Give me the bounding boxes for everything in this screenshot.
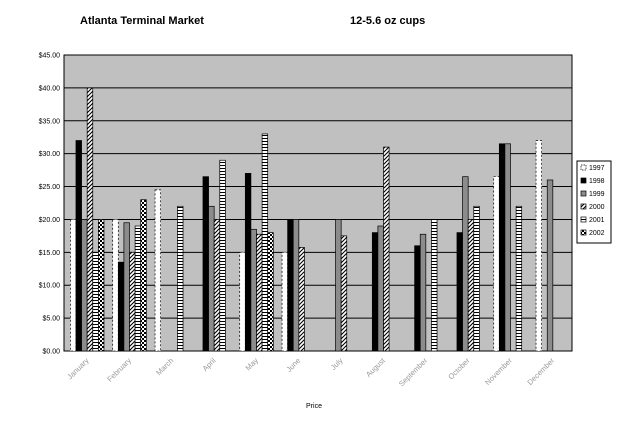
y-tick-label: $30.00 <box>39 151 61 158</box>
x-tick-label: April <box>201 356 218 373</box>
legend-box <box>576 160 612 244</box>
legend: 1997 1998 1999 2000 2001 2002 <box>576 160 612 244</box>
bar <box>92 251 99 352</box>
bar <box>244 173 252 352</box>
bar <box>377 225 384 352</box>
bar <box>287 219 294 352</box>
legend-label: 2001 <box>589 217 605 224</box>
bar <box>546 179 554 352</box>
legend-label: 2002 <box>589 230 605 237</box>
y-tick-label: $15.00 <box>39 250 61 257</box>
legend-label: 1998 <box>589 178 605 185</box>
bar <box>86 87 94 352</box>
y-tick-label: $20.00 <box>39 217 61 224</box>
legend-label: 1997 <box>589 165 605 172</box>
x-tick-label: July <box>329 356 345 372</box>
legend-swatch <box>580 203 587 210</box>
bar <box>98 219 105 352</box>
y-tick-label: $45.00 <box>39 53 61 60</box>
bar <box>219 159 226 352</box>
legend-swatch <box>580 164 587 171</box>
legend-swatch <box>580 190 587 197</box>
x-tick-label: March <box>154 356 175 377</box>
y-tick-label: $35.00 <box>39 118 61 125</box>
bar <box>473 205 480 352</box>
y-tick-label: $0.00 <box>42 349 60 356</box>
bar <box>414 245 421 352</box>
y-tick-label: $10.00 <box>39 283 61 290</box>
bar <box>493 176 500 352</box>
bar <box>154 189 161 352</box>
x-tick-label: October <box>446 356 472 382</box>
bar <box>504 143 511 352</box>
bar <box>419 233 427 352</box>
legend-label: 1999 <box>589 191 605 198</box>
bar <box>535 140 542 352</box>
bar <box>117 261 125 352</box>
bar <box>75 140 82 352</box>
bar <box>81 219 88 352</box>
bar <box>202 176 209 352</box>
legend-label: 2000 <box>589 204 605 211</box>
x-axis-ticks: January February March April May June July Augu… <box>65 355 556 388</box>
bar <box>462 176 469 352</box>
bar <box>208 205 215 352</box>
bar <box>129 251 136 352</box>
bar <box>177 205 184 352</box>
bar <box>281 251 288 352</box>
bar <box>498 143 506 352</box>
bars <box>70 87 554 352</box>
bar <box>70 219 77 352</box>
legend-swatch <box>580 216 587 223</box>
y-axis-ticks: $0.00 $5.00 $10.00 $15.00 $20.00 $25.00 $30.00… <box>39 53 61 356</box>
chart-subtitle: 12-5.6 oz cups <box>350 15 425 27</box>
x-tick-label: December <box>525 356 556 387</box>
bar <box>292 219 300 352</box>
bar <box>467 219 475 352</box>
bar <box>112 219 119 352</box>
y-tick-label: $40.00 <box>39 85 61 92</box>
x-tick-label: June <box>284 356 302 374</box>
bar <box>250 228 257 352</box>
legend-swatch <box>580 229 587 236</box>
x-tick-label: August <box>364 355 388 379</box>
bar <box>335 219 342 352</box>
bar <box>256 233 263 352</box>
bar <box>383 146 390 352</box>
x-tick-label: September <box>397 356 430 389</box>
x-tick-label: January <box>65 356 90 381</box>
x-tick-label: November <box>483 356 514 387</box>
x-tick-label: May <box>244 356 261 373</box>
bar <box>213 219 221 352</box>
gridlines <box>64 87 572 319</box>
bar <box>431 219 438 352</box>
plot-area <box>63 54 573 352</box>
bar <box>261 133 269 352</box>
bar <box>340 235 348 352</box>
bar <box>140 199 147 352</box>
y-tick-label: $25.00 <box>39 184 61 191</box>
bar <box>239 251 246 352</box>
legend-swatch <box>580 177 587 184</box>
bar <box>371 232 379 352</box>
bar <box>267 232 274 352</box>
x-axis-title: Price <box>306 403 322 410</box>
x-tick-label: February <box>105 356 133 384</box>
bar <box>298 247 305 352</box>
bar <box>134 225 142 352</box>
chart-title: Atlanta Terminal Market <box>80 15 204 27</box>
y-tick-label: $5.00 <box>42 316 60 323</box>
bar <box>515 205 523 352</box>
bar <box>456 232 463 352</box>
bar <box>123 222 130 352</box>
